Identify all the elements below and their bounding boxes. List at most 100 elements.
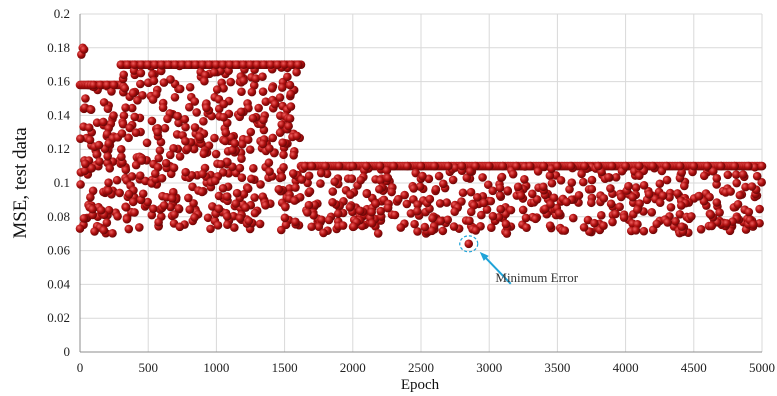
data-point (495, 191, 505, 200)
data-point (175, 84, 185, 94)
data-point (449, 222, 459, 231)
data-point (334, 161, 344, 171)
data-point (522, 223, 531, 232)
data-point (285, 114, 295, 123)
data-point (237, 87, 246, 97)
data-point (189, 144, 199, 154)
data-point (267, 84, 277, 93)
data-point (288, 169, 298, 178)
data-point (732, 178, 742, 188)
data-point (531, 214, 540, 224)
data-point (206, 224, 215, 234)
data-point (314, 222, 324, 232)
data-point (716, 161, 726, 171)
data-point (545, 221, 555, 230)
data-point (508, 169, 518, 179)
data-point (471, 226, 481, 235)
data-point (173, 111, 182, 121)
data-point (539, 161, 549, 171)
data-point (675, 161, 685, 171)
data-point (103, 152, 112, 161)
data-point (116, 145, 126, 154)
data-point (158, 103, 168, 112)
data-point (434, 171, 444, 181)
data-point (136, 68, 146, 78)
data-point (574, 191, 584, 200)
data-point (478, 173, 487, 182)
data-point (239, 189, 249, 199)
y-tick-label: 0.1 (54, 175, 70, 190)
data-point (639, 180, 649, 190)
data-point (606, 184, 615, 193)
x-tick-label: 4500 (681, 360, 707, 375)
data-point (261, 201, 270, 210)
data-point (502, 229, 512, 238)
data-point (383, 203, 393, 213)
data-point (611, 209, 620, 219)
data-point (539, 182, 548, 192)
data-point (89, 80, 98, 90)
data-point (174, 118, 183, 128)
data-point (583, 215, 593, 225)
data-point (125, 123, 135, 133)
data-point (195, 132, 204, 142)
data-point (495, 183, 505, 193)
data-point (112, 175, 122, 185)
data-point (249, 164, 258, 173)
data-point (673, 189, 682, 198)
data-point (409, 184, 418, 193)
data-point (219, 84, 228, 93)
data-point (255, 219, 265, 229)
data-point (104, 186, 113, 195)
data-point (553, 161, 562, 171)
data-point (178, 60, 187, 69)
data-point (124, 189, 134, 199)
y-tick-label: 0.18 (47, 40, 70, 55)
data-point (170, 92, 180, 102)
data-point (412, 206, 422, 216)
data-point (744, 207, 754, 217)
data-point (214, 191, 224, 201)
data-point (108, 229, 117, 238)
data-point (415, 182, 425, 191)
data-point (696, 225, 706, 234)
y-tick-label: 0.06 (47, 243, 70, 258)
data-point (418, 171, 427, 181)
data-point (230, 139, 240, 148)
data-point (587, 198, 596, 208)
data-point (394, 194, 403, 204)
data-point (319, 228, 328, 238)
data-point (498, 161, 508, 171)
data-point (200, 76, 209, 86)
data-point (436, 216, 445, 226)
data-point (241, 203, 250, 212)
data-point (528, 189, 537, 199)
data-point (579, 223, 589, 232)
data-point (568, 213, 578, 223)
data-point (304, 200, 314, 210)
y-tick-label: 0 (64, 344, 71, 359)
data-point (450, 207, 460, 216)
data-point (279, 162, 288, 172)
data-point (216, 159, 226, 169)
data-point (634, 161, 644, 171)
data-point (287, 60, 296, 69)
y-tick-label: 0.04 (47, 276, 70, 291)
data-point (259, 60, 269, 69)
data-point (250, 193, 259, 202)
data-point (431, 185, 441, 194)
data-point (466, 187, 476, 197)
x-tick-label: 5000 (749, 360, 775, 375)
data-point (286, 102, 296, 111)
data-point (396, 223, 406, 232)
data-point (496, 204, 506, 214)
data-point (611, 173, 621, 182)
data-point (127, 172, 137, 181)
data-point (131, 128, 141, 137)
data-point (757, 161, 767, 171)
data-point (135, 223, 144, 232)
data-point (599, 221, 608, 230)
data-point (259, 115, 268, 125)
data-point (256, 180, 265, 189)
data-point (482, 205, 492, 214)
